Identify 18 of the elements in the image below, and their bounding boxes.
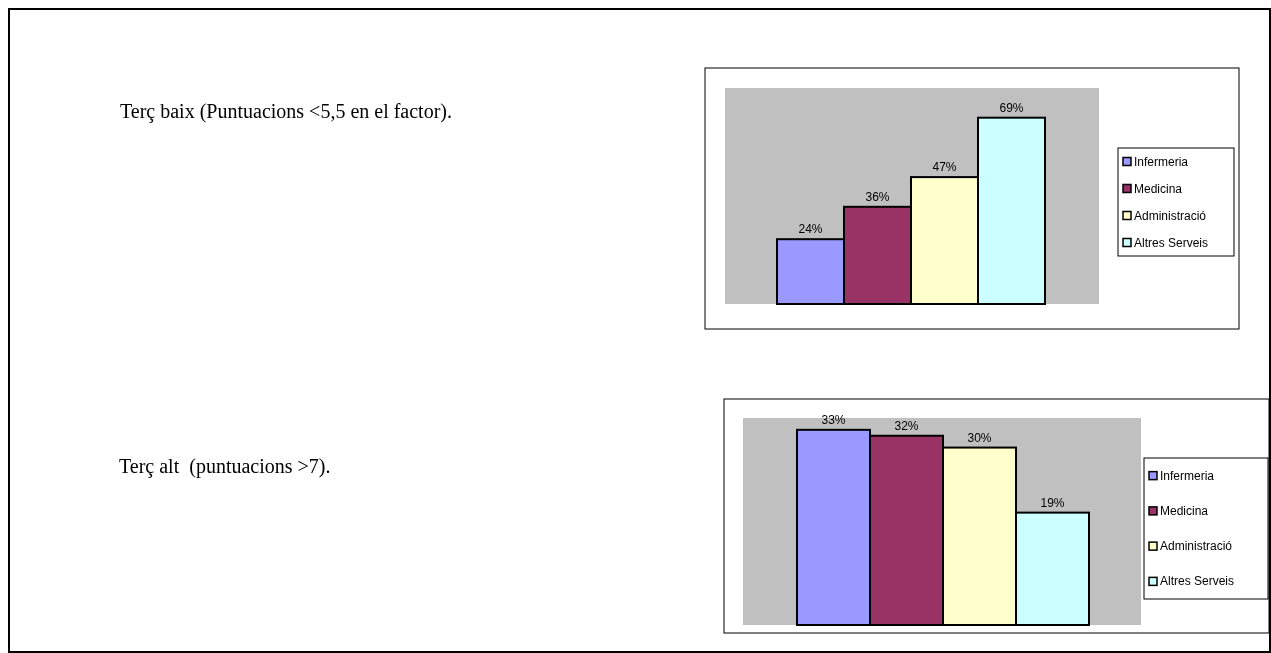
- text: Terç alt (puntuacions >7).: [119, 455, 331, 478]
- data-label: 32%: [894, 418, 919, 433]
- text: Terç baix (Puntuacions <5,5 en el factor).: [120, 100, 452, 123]
- data-label: 24%: [798, 222, 823, 237]
- legend-label: Medicina: [1160, 503, 1209, 518]
- legend-label: Altres Serveis: [1160, 574, 1235, 589]
- legend-label: Infermeria: [1134, 154, 1189, 169]
- data-label: 36%: [865, 189, 890, 204]
- data-label: 69%: [999, 100, 1024, 115]
- data-label: 33%: [821, 412, 846, 427]
- legend-label: Administració: [1160, 539, 1233, 554]
- data-label: 47%: [932, 160, 957, 175]
- data-label: 19%: [1040, 495, 1065, 510]
- legend-label: Infermeria: [1160, 468, 1215, 483]
- legend-label: Medicina: [1134, 181, 1183, 196]
- data-label: 30%: [967, 430, 992, 445]
- legend-label: Administració: [1134, 208, 1207, 223]
- legend-label: Altres Serveis: [1134, 235, 1209, 250]
